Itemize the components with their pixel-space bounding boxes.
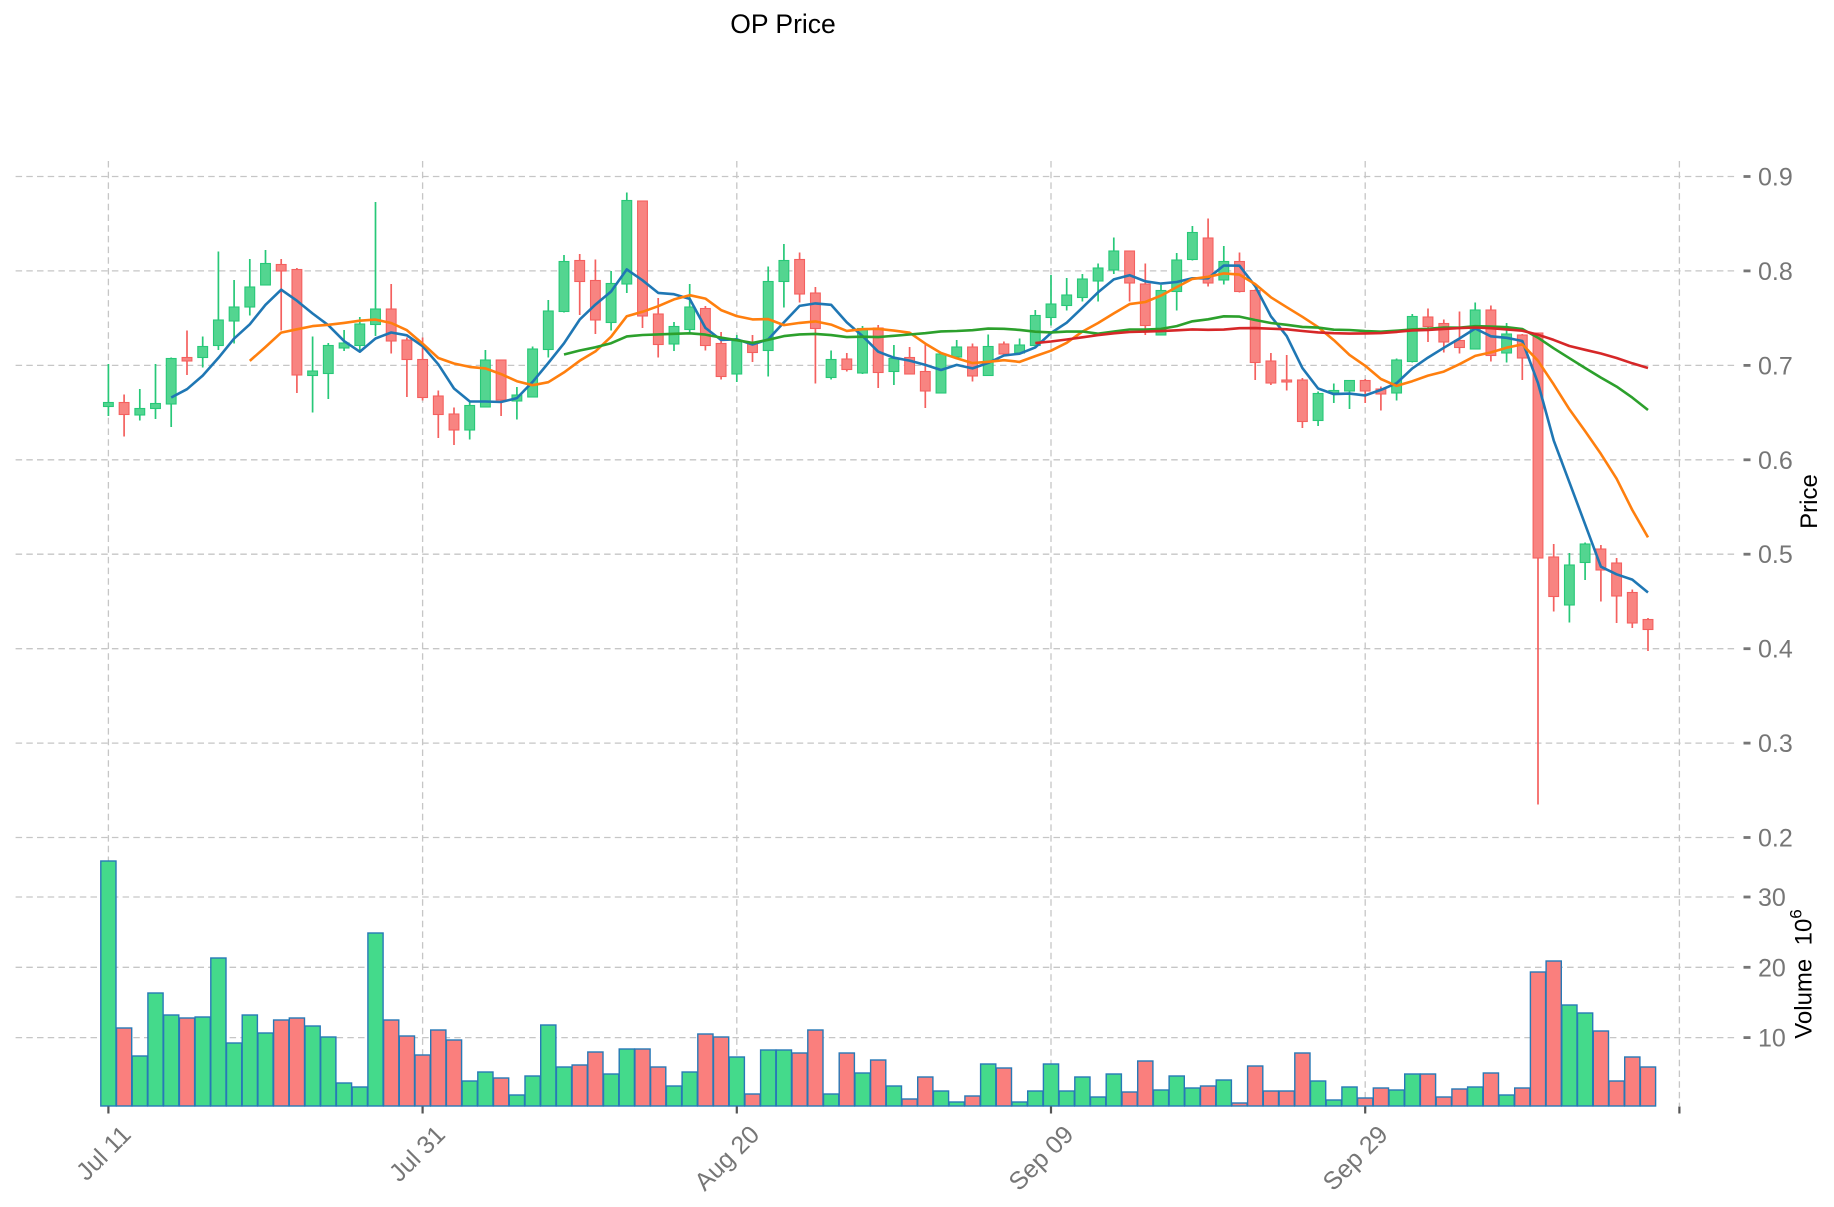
svg-text:Volume 106: Volume 106 [1787, 909, 1818, 1039]
svg-text:0.5: 0.5 [1758, 541, 1793, 569]
svg-text:0.2: 0.2 [1758, 825, 1793, 853]
svg-text:0.3: 0.3 [1758, 730, 1793, 758]
svg-text:OP Price: OP Price [730, 9, 836, 39]
svg-text:20: 20 [1758, 954, 1786, 982]
svg-text:0.9: 0.9 [1758, 164, 1793, 192]
svg-text:0.4: 0.4 [1758, 636, 1793, 664]
svg-text:30: 30 [1758, 884, 1786, 912]
svg-text:0.8: 0.8 [1758, 258, 1793, 286]
svg-text:0.6: 0.6 [1758, 447, 1793, 475]
svg-text:0.7: 0.7 [1758, 352, 1793, 380]
svg-text:Price: Price [1796, 474, 1823, 529]
svg-text:10: 10 [1758, 1025, 1786, 1053]
